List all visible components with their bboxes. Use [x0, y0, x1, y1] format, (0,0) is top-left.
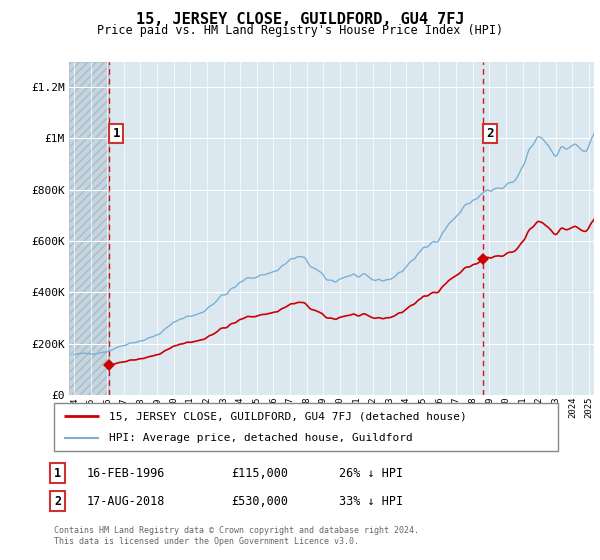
Text: 26% ↓ HPI: 26% ↓ HPI	[339, 466, 403, 480]
Text: 15, JERSEY CLOSE, GUILDFORD, GU4 7FJ (detached house): 15, JERSEY CLOSE, GUILDFORD, GU4 7FJ (de…	[109, 411, 467, 421]
Text: 16-FEB-1996: 16-FEB-1996	[87, 466, 166, 480]
Text: Price paid vs. HM Land Registry's House Price Index (HPI): Price paid vs. HM Land Registry's House …	[97, 24, 503, 36]
Text: 1: 1	[54, 466, 61, 480]
Bar	[69, 62, 109, 395]
Text: 17-AUG-2018: 17-AUG-2018	[87, 494, 166, 508]
Text: 15, JERSEY CLOSE, GUILDFORD, GU4 7FJ: 15, JERSEY CLOSE, GUILDFORD, GU4 7FJ	[136, 12, 464, 27]
Text: 33% ↓ HPI: 33% ↓ HPI	[339, 494, 403, 508]
Text: 2: 2	[487, 127, 494, 140]
Text: 2: 2	[54, 494, 61, 508]
Text: 1: 1	[113, 127, 120, 140]
Text: Contains HM Land Registry data © Crown copyright and database right 2024.: Contains HM Land Registry data © Crown c…	[54, 526, 419, 535]
Text: HPI: Average price, detached house, Guildford: HPI: Average price, detached house, Guil…	[109, 433, 413, 443]
Text: £115,000: £115,000	[231, 466, 288, 480]
Text: £530,000: £530,000	[231, 494, 288, 508]
Text: This data is licensed under the Open Government Licence v3.0.: This data is licensed under the Open Gov…	[54, 538, 359, 547]
